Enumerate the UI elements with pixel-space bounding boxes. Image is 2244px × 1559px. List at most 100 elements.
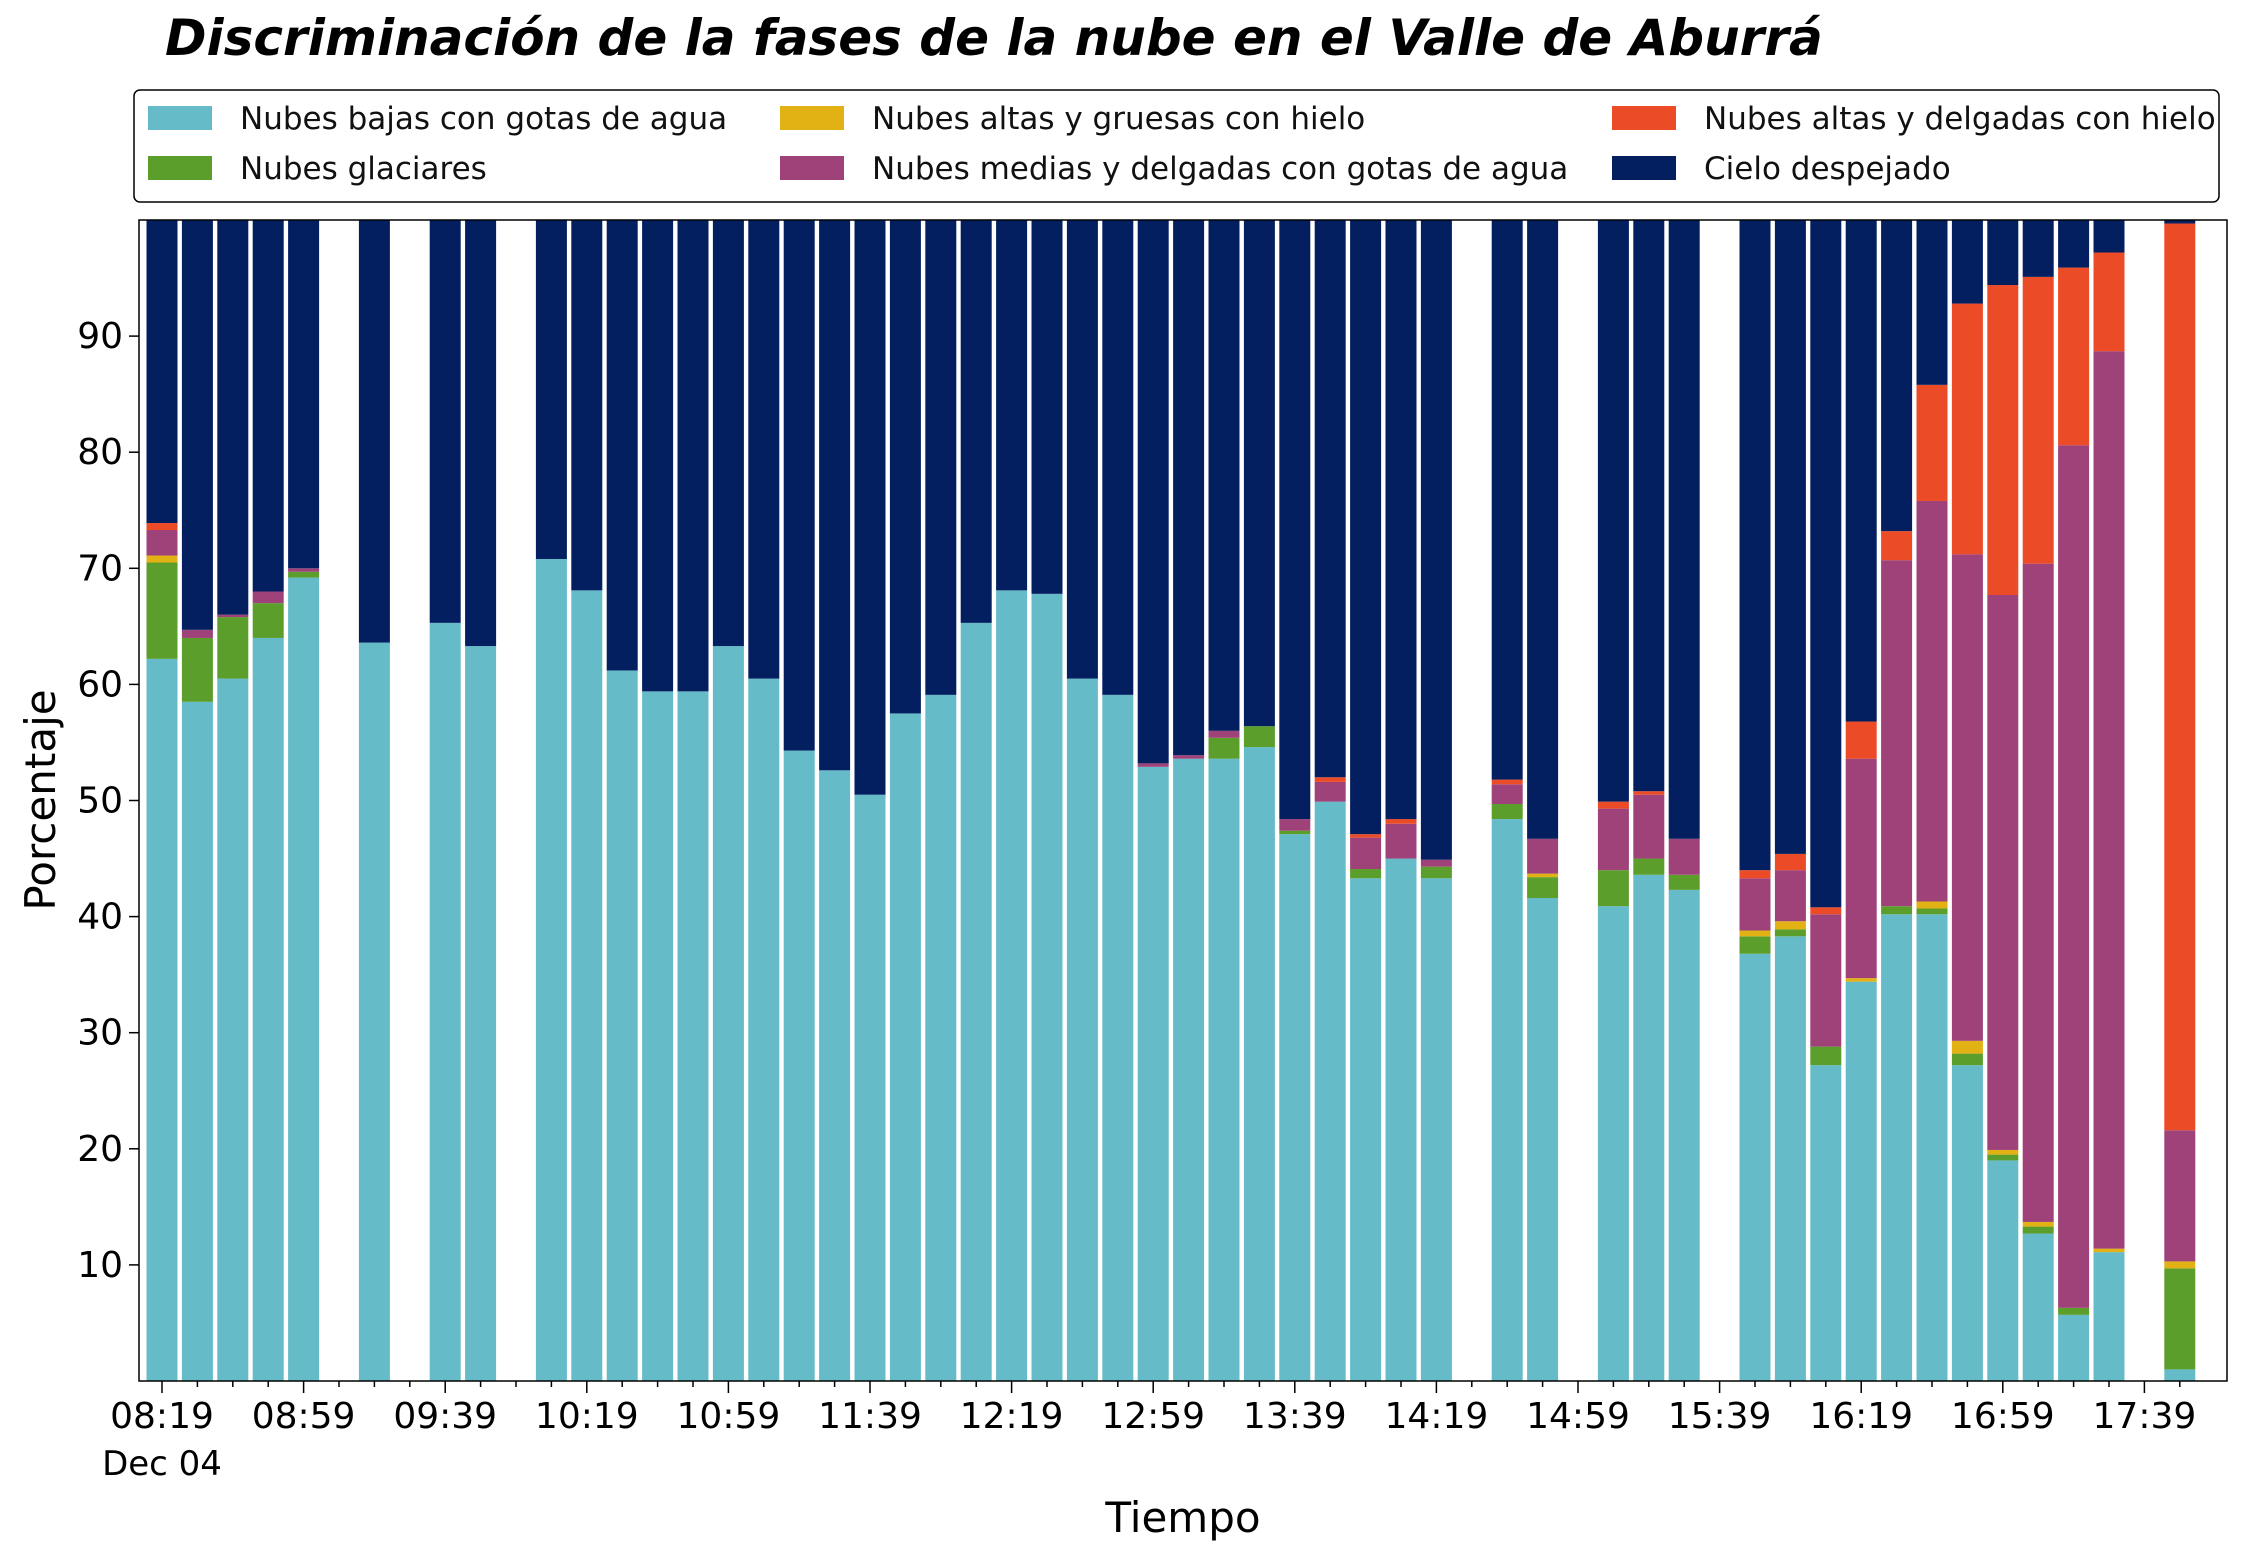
bar-segment-4-45 — [1739, 870, 1771, 879]
bar-segment-5-13 — [606, 220, 638, 671]
bar-segment-5-53 — [2022, 220, 2054, 277]
bar-segment-2-48 — [1845, 978, 1877, 982]
bar-segment-0-11 — [535, 559, 567, 1381]
bar-segment-1-0 — [146, 562, 178, 659]
bar-segment-5-12 — [571, 220, 603, 591]
bar-segment-5-49 — [1881, 220, 1913, 532]
bar-segment-5-35 — [1385, 220, 1417, 820]
bar-segment-5-43 — [1668, 220, 1700, 839]
bar-segment-4-52 — [1987, 285, 2019, 596]
bar-segment-5-2 — [217, 220, 249, 615]
y-tick-label: 30 — [77, 1013, 123, 1054]
bar-segment-4-33 — [1314, 777, 1346, 782]
bar-segment-5-46 — [1774, 220, 1806, 854]
legend-label-4: Nubes altas y delgadas con hielo — [1704, 101, 2216, 137]
bar-segment-5-1 — [181, 220, 213, 630]
bar-segment-3-55 — [2093, 351, 2125, 1249]
bar-segment-3-48 — [1845, 758, 1877, 979]
bar-segment-3-4 — [288, 568, 320, 572]
x-tick-label: 08:59 — [252, 1396, 356, 1437]
bar-segment-5-15 — [677, 220, 709, 692]
x-tick-label: 15:39 — [1668, 1396, 1772, 1437]
bar-segment-5-42 — [1633, 220, 1665, 792]
bar-segment-0-17 — [748, 678, 780, 1381]
x-tick-label: 10:19 — [535, 1396, 639, 1437]
date-label: Dec 04 — [102, 1444, 222, 1484]
bar-segment-0-57 — [2164, 1369, 2196, 1381]
bar-segment-5-57 — [2164, 220, 2196, 224]
bar-segment-5-11 — [535, 220, 567, 560]
bar-segment-0-12 — [571, 590, 603, 1381]
bar-segment-2-46 — [1774, 921, 1806, 930]
bar-segment-0-26 — [1066, 678, 1098, 1381]
bar-segment-4-35 — [1385, 819, 1417, 824]
bar-segment-0-8 — [429, 622, 461, 1381]
bar-segment-4-50 — [1916, 384, 1948, 501]
bar-segment-5-50 — [1916, 220, 1948, 385]
x-axis: 08:19 08:59 09:39 10:19 10:59 11:39 12:19 12:59… — [110, 1381, 2196, 1437]
y-tick-label: 60 — [77, 664, 123, 705]
chart-title: Discriminación de la fases de la nube en… — [165, 9, 1823, 67]
bar-segment-1-52 — [1987, 1154, 2019, 1161]
bar-segment-0-54 — [2058, 1314, 2090, 1381]
bar-segment-3-38 — [1491, 784, 1523, 804]
bar-segment-5-54 — [2058, 220, 2090, 268]
bar-segment-1-36 — [1420, 866, 1452, 879]
bar-segment-1-2 — [217, 617, 249, 679]
bar-segment-3-49 — [1881, 560, 1913, 907]
x-tick-label: 16:19 — [1809, 1396, 1913, 1437]
bar-segment-5-41 — [1597, 220, 1629, 802]
bar-segment-3-54 — [2058, 445, 2090, 1308]
bar-segment-5-21 — [889, 220, 921, 714]
bar-segment-5-29 — [1173, 220, 1205, 756]
bar-segment-3-47 — [1810, 914, 1842, 1047]
x-tick-label: 14:59 — [1526, 1396, 1630, 1437]
bar-segment-5-51 — [1951, 220, 1983, 304]
bar-segment-0-2 — [217, 678, 249, 1381]
bar-segment-0-39 — [1527, 898, 1559, 1381]
bar-segment-0-3 — [252, 637, 284, 1381]
bar-segment-5-9 — [465, 220, 497, 647]
bar-segment-5-4 — [288, 220, 320, 569]
bar-segment-0-18 — [783, 750, 815, 1381]
bar-segment-1-41 — [1597, 870, 1629, 907]
x-tick-label: 16:59 — [1951, 1396, 2055, 1437]
bar-segment-0-53 — [2022, 1233, 2054, 1381]
bar-segment-2-52 — [1987, 1149, 2019, 1155]
bar-segment-3-36 — [1420, 859, 1452, 867]
bar-segment-0-15 — [677, 691, 709, 1381]
bar-segment-4-54 — [2058, 267, 2090, 446]
legend-swatch-2 — [780, 106, 844, 130]
bar-segment-1-46 — [1774, 929, 1806, 937]
bar-segment-4-41 — [1597, 801, 1629, 809]
x-tick-label: 08:19 — [110, 1396, 214, 1437]
bar-segment-1-4 — [288, 571, 320, 578]
bar-segment-5-23 — [960, 220, 992, 623]
bar-segment-0-4 — [288, 577, 320, 1381]
bar-segment-5-17 — [748, 220, 780, 679]
bar-segment-5-3 — [252, 220, 284, 592]
bar-segment-1-54 — [2058, 1307, 2090, 1315]
bar-segment-3-28 — [1137, 763, 1169, 767]
bar-segment-1-42 — [1633, 858, 1665, 875]
y-tick-label: 80 — [77, 432, 123, 473]
bar-segment-5-33 — [1314, 220, 1346, 778]
bar-segment-1-38 — [1491, 803, 1523, 820]
bar-segment-3-1 — [181, 629, 213, 638]
bar-segment-2-55 — [2093, 1248, 2125, 1253]
bar-segment-4-55 — [2093, 252, 2125, 352]
bar-segment-0-14 — [642, 691, 674, 1381]
bar-segment-3-3 — [252, 591, 284, 604]
legend-swatch-1 — [148, 156, 212, 180]
bar-segment-0-23 — [960, 622, 992, 1381]
bar-segment-1-57 — [2164, 1268, 2196, 1370]
bar-segment-0-25 — [1031, 593, 1063, 1381]
bar-segment-1-3 — [252, 603, 284, 638]
legend-label-3: Nubes medias y delgadas con gotas de agu… — [872, 151, 1568, 187]
bar-segment-1-47 — [1810, 1046, 1842, 1066]
x-tick-label: 17:39 — [2093, 1396, 2197, 1437]
legend-swatch-5 — [1612, 156, 1676, 180]
bar-segment-1-43 — [1668, 874, 1700, 890]
bar-segment-4-47 — [1810, 907, 1842, 915]
